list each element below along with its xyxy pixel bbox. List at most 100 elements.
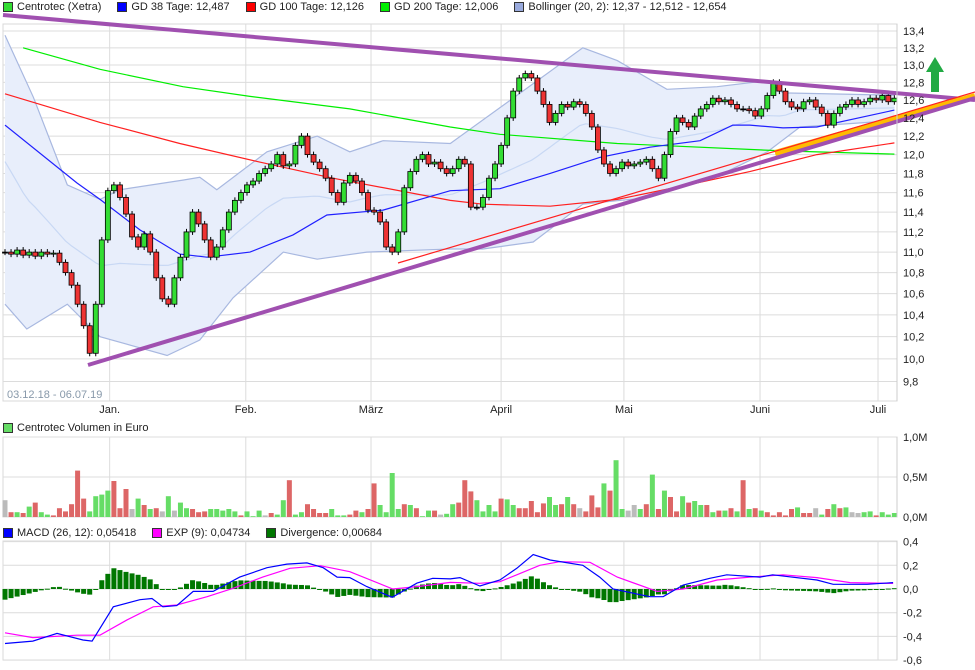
divergence-bar [716,585,722,589]
legend-label: GD 100 Tage: 12,126 [259,1,365,13]
divergence-bar [540,582,546,589]
candle [219,229,226,248]
volume-bar [734,511,740,517]
divergence-bar [849,589,855,591]
legend-item-bollinger: Bollinger (20, 2): 12,37 - 12,512 - 12,6… [514,1,727,13]
candle [425,154,432,165]
volume-bar [843,507,849,517]
candle [129,213,135,238]
divergence-bar [631,589,637,600]
divergence-bar [528,576,534,589]
volume-bar [631,505,637,517]
volume-bar [577,508,583,517]
volume-bar [208,509,214,517]
y-tick-label: 11,8 [903,168,924,180]
volume-bar [105,490,111,517]
candle [764,95,771,110]
candle [80,303,87,327]
candle [619,161,625,170]
divergence-bar [764,588,770,590]
candle [268,163,275,170]
month-label: Mai [615,404,633,416]
candle [213,246,220,258]
divergence-bar [758,589,764,590]
divergence-bar [171,589,177,590]
volume-bar [419,516,425,517]
candle [383,221,390,248]
volume-bar [528,501,534,517]
volume-bar [69,504,75,517]
legend-item-gd200: GD 200 Tage: 12,006 [380,1,498,13]
volume-bar [770,515,776,517]
candle [316,161,323,170]
divergence-bar [438,583,444,589]
volume-bar [522,508,528,517]
legend-swatch [266,528,277,538]
divergence-bar [643,589,649,598]
candle [104,190,111,241]
y-tick-label: 0,2 [903,560,918,572]
y-tick-label: -0,4 [903,631,922,643]
candle [558,104,565,114]
volume-bar [764,512,770,517]
lower-trendline [87,96,975,367]
candle [486,177,492,198]
candle [389,246,396,253]
candle [607,163,613,174]
divergence-bar [583,589,589,595]
candle [449,168,456,174]
volume-bar [298,512,304,517]
trendline-drawings [2,13,975,367]
divergence-bar [746,588,752,590]
y-tick-label: 13,0 [903,60,924,72]
volume-bar [807,513,813,517]
divergence-bar [413,585,419,589]
candle [111,184,117,192]
volume-bar [311,509,317,517]
candle [806,99,813,103]
gd38-line [4,109,895,258]
divergence-bar [728,585,734,589]
candle [274,154,281,165]
volume-bar [444,513,450,517]
candle [855,99,861,105]
divergence-bar [147,579,153,589]
divergence-bar [462,585,468,589]
divergence-bar [855,589,861,591]
candle [480,197,486,208]
legend-item-gd100: GD 100 Tage: 12,126 [245,1,365,13]
volume-bar [135,498,141,517]
divergence-bar [244,580,250,589]
divergence-bar [202,583,208,589]
candle [455,158,462,170]
candle [685,122,692,128]
divergence-bar [335,589,341,597]
y-tick-label: 11,4 [903,207,924,219]
volume-bar [371,483,377,517]
divergence-bar [32,589,38,592]
volume-bar [686,502,692,517]
candle [601,149,607,165]
volume-bar [75,470,81,517]
volume-bar [177,502,183,517]
month-label: Juli [870,404,887,416]
candle [177,256,184,279]
volume-bar [559,504,565,517]
candle [879,95,886,101]
volume-bar [44,514,50,517]
volume-bar [377,505,383,517]
candle [123,197,129,215]
divergence-bar [377,589,383,598]
divergence-bar [38,589,44,591]
candle [473,206,480,209]
candle [588,112,595,128]
candle [843,104,849,108]
price-legend: Centrotec (Xetra) GD 38 Tage: 12,487 GD … [3,1,743,13]
volume-bar [232,511,238,517]
divergence-bar [801,589,807,591]
divergence-bar [498,586,504,589]
volume-bar [286,480,292,517]
y-tick-label: 0,0M [903,512,927,524]
divergence-bar [649,589,655,597]
divergence-bar [226,582,232,589]
